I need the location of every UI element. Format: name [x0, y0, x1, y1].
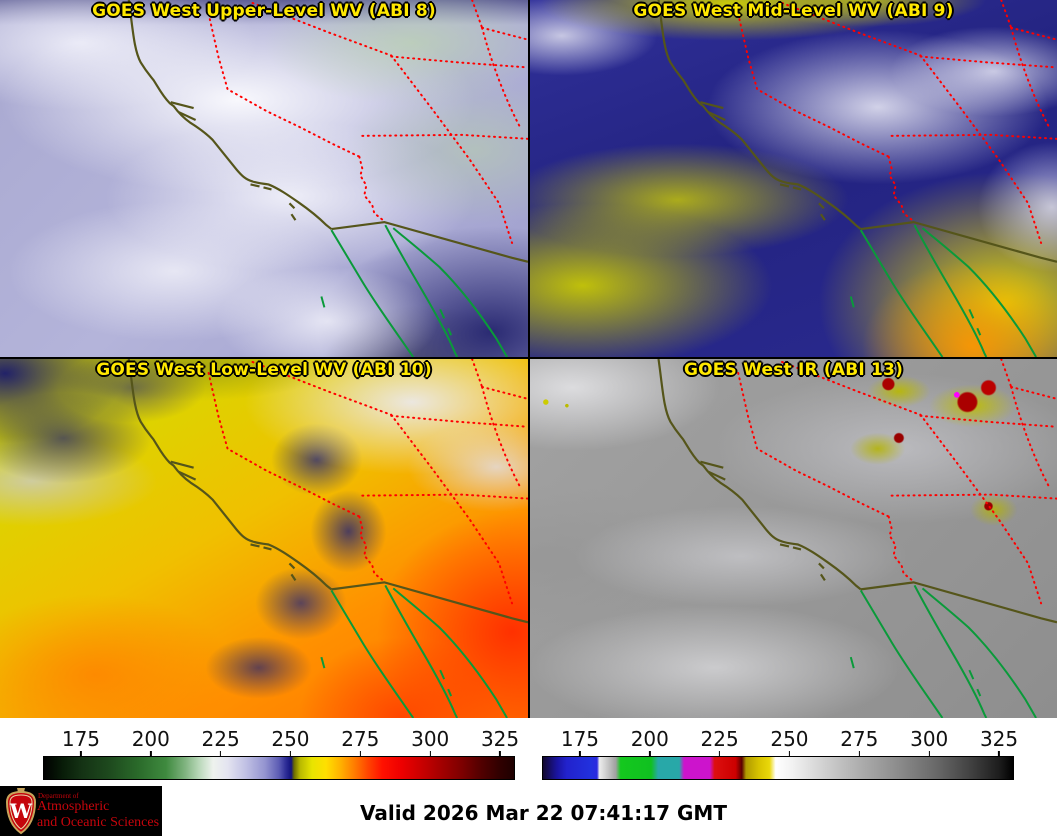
colorbar-row: 175 200 225 250 275 300 325 175 200 225 … [0, 718, 1057, 786]
tick-mark [579, 751, 581, 757]
tick-label: 250 [271, 727, 310, 751]
footer: W Department of Atmospheric and Oceanic … [0, 786, 1057, 836]
crest-letter: W [9, 799, 33, 823]
uw-crest-icon: W [5, 788, 37, 835]
panel-title-mid-wv: GOES West Mid-Level WV (ABI 9) [633, 1, 954, 21]
tick-label: 250 [770, 727, 809, 751]
tick-label: 325 [480, 727, 520, 751]
tick-label: 275 [840, 727, 879, 751]
panel-title-low-wv: GOES West Low-Level WV (ABI 10) [96, 360, 432, 380]
tick-mark [80, 751, 82, 757]
colorbar-tick: 200 [631, 728, 669, 757]
map-overlay [0, 359, 528, 718]
tick-mark [928, 751, 930, 757]
map-overlay [530, 0, 1057, 357]
logo-name-line1: Atmospheric [37, 799, 110, 814]
valid-time-text: Valid 2026 Mar 22 07:41:17 GMT [360, 801, 727, 825]
tick-mark [998, 751, 1000, 757]
tick-mark [649, 751, 651, 757]
tick-label: 200 [630, 727, 669, 751]
mid-level-wv-imagery [530, 0, 1057, 357]
colorbar-tick: 200 [132, 728, 170, 757]
logo-name-line2: and Oceanic Sciences [37, 815, 160, 830]
panel-title-upper-wv: GOES West Upper-Level WV (ABI 8) [92, 1, 436, 21]
colorbar-tick: 300 [910, 728, 948, 757]
tick-mark [359, 751, 362, 757]
ir-colorbar: 175 200 225 250 275 300 325 [542, 728, 1018, 780]
tick-label: 300 [910, 727, 949, 751]
tick-mark [788, 751, 791, 757]
upper-level-wv-imagery [0, 0, 528, 357]
tick-label: 200 [131, 727, 170, 751]
tick-mark [150, 751, 152, 757]
tick-label: 275 [341, 727, 380, 751]
colorbar-tick: 225 [202, 728, 240, 757]
panel-mid-level-wv: GOES West Mid-Level WV (ABI 9) [530, 0, 1057, 357]
low-level-wv-imagery [0, 359, 528, 718]
colorbar-tick: 250 [770, 727, 809, 757]
tick-label: 175 [61, 727, 101, 751]
colorbar-tick: 175 [561, 728, 599, 757]
ir-imagery [530, 359, 1057, 718]
satellite-quad-montage: GOES West Upper-Level WV (ABI 8) GOES We… [0, 0, 1057, 718]
tick-mark [499, 751, 501, 757]
tick-mark [219, 751, 222, 757]
tick-label: 175 [560, 727, 600, 751]
uw-aos-logo: W Department of Atmospheric and Oceanic … [0, 786, 162, 836]
tick-label: 325 [979, 727, 1019, 751]
colorbar-tick: 275 [840, 728, 878, 757]
tick-label: 225 [700, 727, 739, 751]
colorbar-tick: 325 [481, 728, 519, 757]
tick-mark [858, 751, 861, 757]
colorbar-tick: 225 [701, 728, 739, 757]
wv-colorbar: 175 200 225 250 275 300 325 [43, 728, 519, 780]
panel-low-level-wv: GOES West Low-Level WV (ABI 10) [0, 359, 528, 718]
tick-mark [429, 751, 431, 757]
tick-label: 225 [201, 727, 240, 751]
panel-ir: GOES West IR (ABI 13) [530, 359, 1057, 718]
logo-dept-text: Department of [38, 792, 79, 800]
panel-upper-level-wv: GOES West Upper-Level WV (ABI 8) [0, 0, 528, 357]
map-overlay [0, 0, 528, 357]
colorbar-tick: 300 [411, 728, 449, 757]
tick-mark [289, 751, 292, 757]
colorbar-tick: 325 [980, 728, 1018, 757]
map-overlay [530, 359, 1057, 718]
panel-title-ir: GOES West IR (ABI 13) [683, 360, 904, 380]
colorbar-tick: 275 [341, 728, 379, 757]
colorbar-tick: 250 [271, 727, 310, 757]
colorbar-tick: 175 [62, 728, 100, 757]
tick-mark [718, 751, 721, 757]
tick-label: 300 [411, 727, 450, 751]
